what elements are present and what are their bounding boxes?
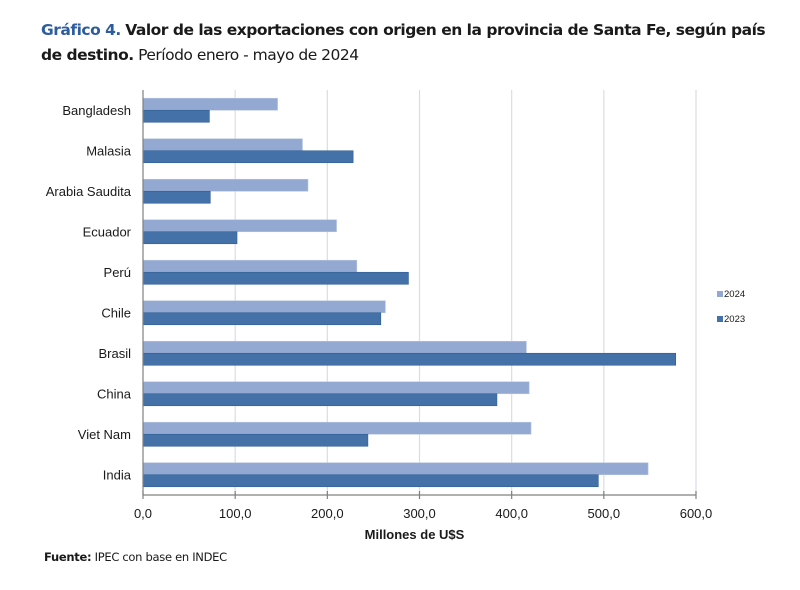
category-label: India — [103, 467, 132, 482]
bar-2023-viet-nam — [142, 433, 369, 447]
bar-2023-arabia-saudita — [142, 190, 211, 204]
legend-swatch-2023 — [717, 316, 723, 322]
bar-2024-arabia-saudita — [142, 178, 309, 192]
x-tick-label: 600,0 — [680, 506, 713, 521]
source-note: Fuente: IPEC con base en INDEC — [44, 550, 227, 564]
axes — [142, 90, 697, 499]
x-axis-title: Millones de U$S — [365, 527, 465, 542]
x-tick-label: 0,0 — [134, 506, 152, 521]
legend-label-2023: 2023 — [724, 314, 745, 325]
bar-2023-india — [142, 474, 599, 488]
category-label: Bangladesh — [62, 103, 131, 118]
category-label: Chile — [101, 305, 131, 320]
bar-2024-perú — [142, 259, 358, 273]
chart-title-period: Período enero - mayo de 2024 — [138, 46, 359, 64]
chart-title-main: Valor de las exportaciones con origen en… — [41, 21, 766, 64]
x-tick-label: 500,0 — [588, 506, 621, 521]
bar-2023-ecuador — [142, 231, 238, 245]
bar-2024-malasia — [142, 138, 303, 152]
bar-2024-bangladesh — [142, 97, 278, 111]
x-tick-label: 400,0 — [495, 506, 528, 521]
x-tick-label: 200,0 — [311, 506, 344, 521]
category-label: Perú — [104, 265, 131, 280]
bar-2023-china — [142, 393, 498, 407]
source-text: IPEC con base en INDEC — [94, 550, 228, 564]
bar-2024-ecuador — [142, 219, 337, 233]
bar-2024-chile — [142, 300, 386, 314]
bar-2023-malasia — [142, 150, 354, 164]
bar-2023-bangladesh — [142, 109, 210, 123]
bar-2023-perú — [142, 271, 409, 285]
bar-2024-viet-nam — [142, 421, 532, 435]
category-label: China — [97, 386, 132, 401]
x-tick-label: 300,0 — [403, 506, 436, 521]
bar-2023-brasil — [142, 352, 677, 366]
bars — [142, 97, 677, 488]
x-tick-label: 100,0 — [219, 506, 252, 521]
legend-label-2024: 2024 — [724, 289, 745, 300]
category-label: Brasil — [98, 346, 131, 361]
tick-labels: 0,0 100,0 200,0 300,0 400,0 500,0 600,0 — [134, 506, 712, 521]
chart-number: Gráfico 4. — [41, 21, 121, 39]
bar-2024-china — [142, 381, 530, 395]
chart-title: Gráfico 4. Valor de las exportaciones co… — [41, 18, 781, 68]
source-label: Fuente: — [44, 550, 92, 564]
bar-2024-india — [142, 462, 649, 476]
bar-2024-brasil — [142, 340, 527, 354]
category-label: Malasia — [86, 143, 132, 158]
category-labels: Bangladesh Malasia Arabia Saudita Ecuador Pe… — [46, 103, 132, 483]
legend: 2024 2023 — [717, 289, 745, 325]
category-label: Arabia Saudita — [46, 184, 132, 199]
category-label: Ecuador — [83, 224, 132, 239]
category-label: Viet Nam — [78, 427, 131, 442]
legend-swatch-2024 — [717, 291, 723, 297]
bar-2023-chile — [142, 312, 382, 326]
